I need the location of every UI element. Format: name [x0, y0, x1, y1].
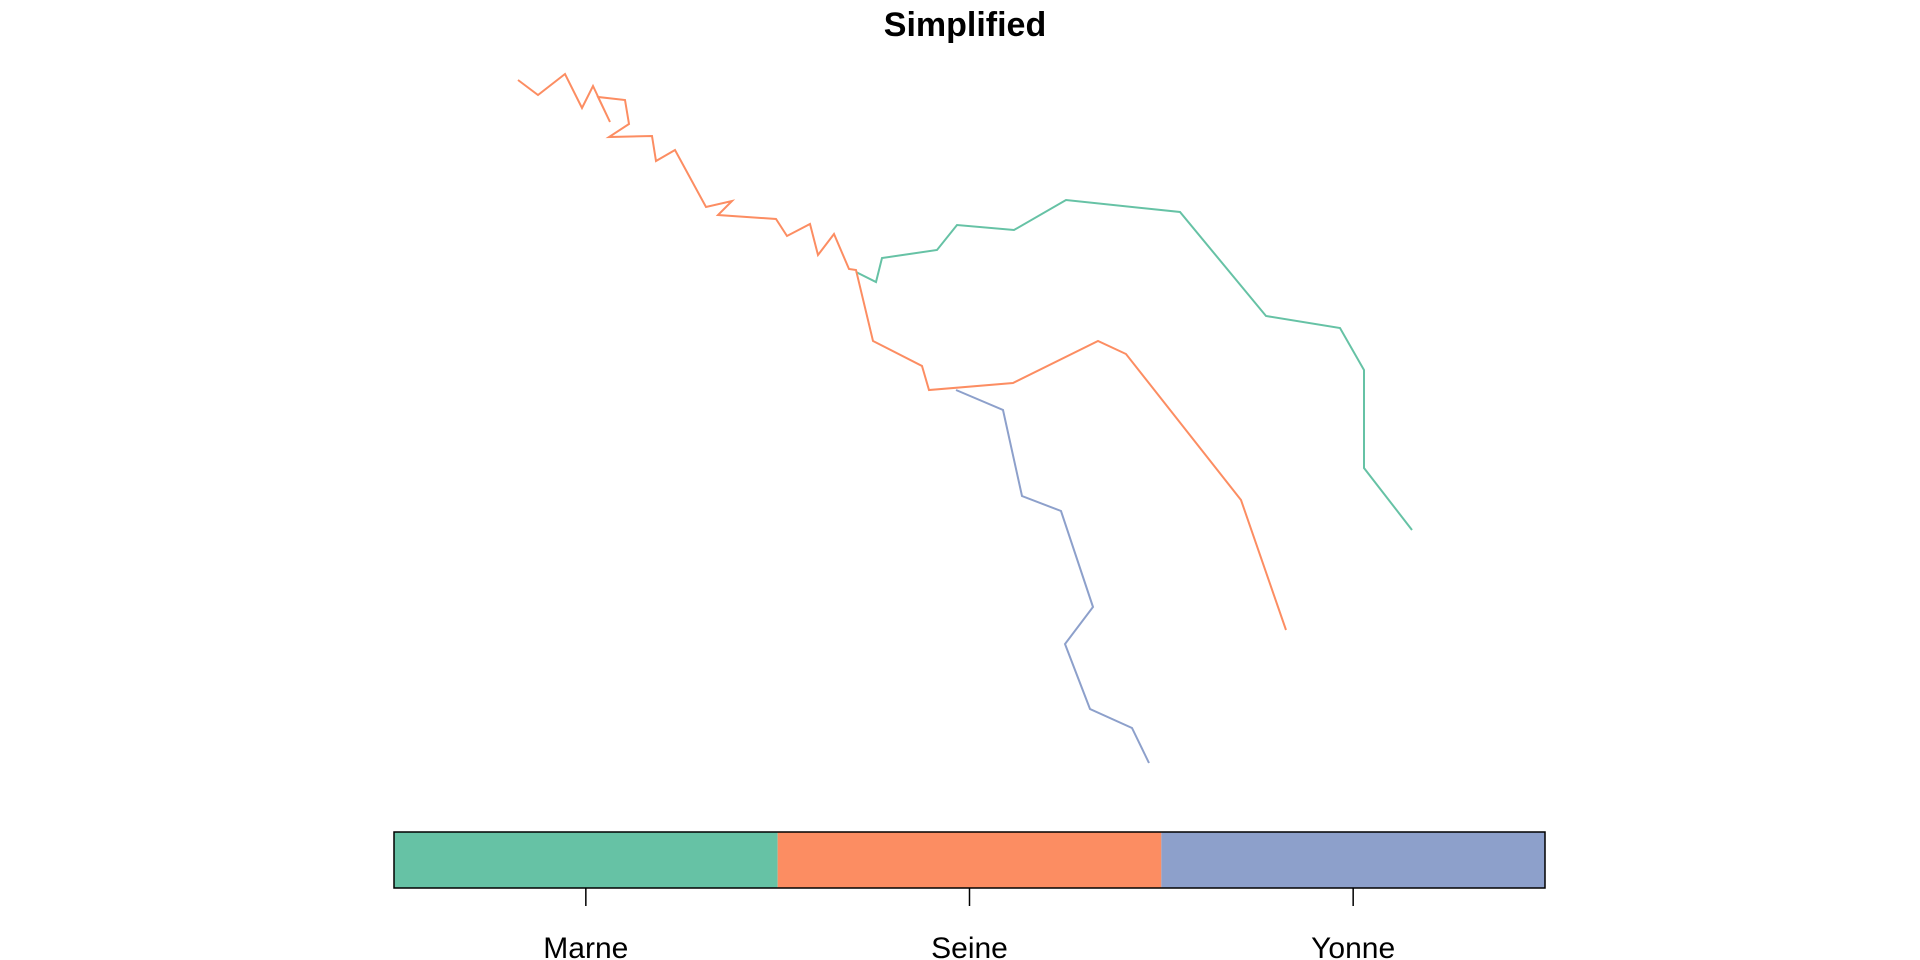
river-line-seine: [517, 72, 1287, 631]
river-lines: [517, 72, 1413, 764]
legend-swatch-seine: [777, 832, 1162, 888]
legend-label-marne: Marne: [543, 932, 628, 960]
legend: Marne Seine Yonne: [393, 831, 1546, 960]
legend-label-seine: Seine: [931, 932, 1008, 960]
river-line-yonne: [955, 389, 1150, 764]
legend-swatch-yonne: [1161, 832, 1545, 888]
river-line-marne: [855, 198, 1413, 531]
legend-label-yonne: Yonne: [1311, 932, 1395, 960]
legend-swatch-marne: [394, 832, 778, 888]
map-title: Simplified: [884, 6, 1046, 44]
